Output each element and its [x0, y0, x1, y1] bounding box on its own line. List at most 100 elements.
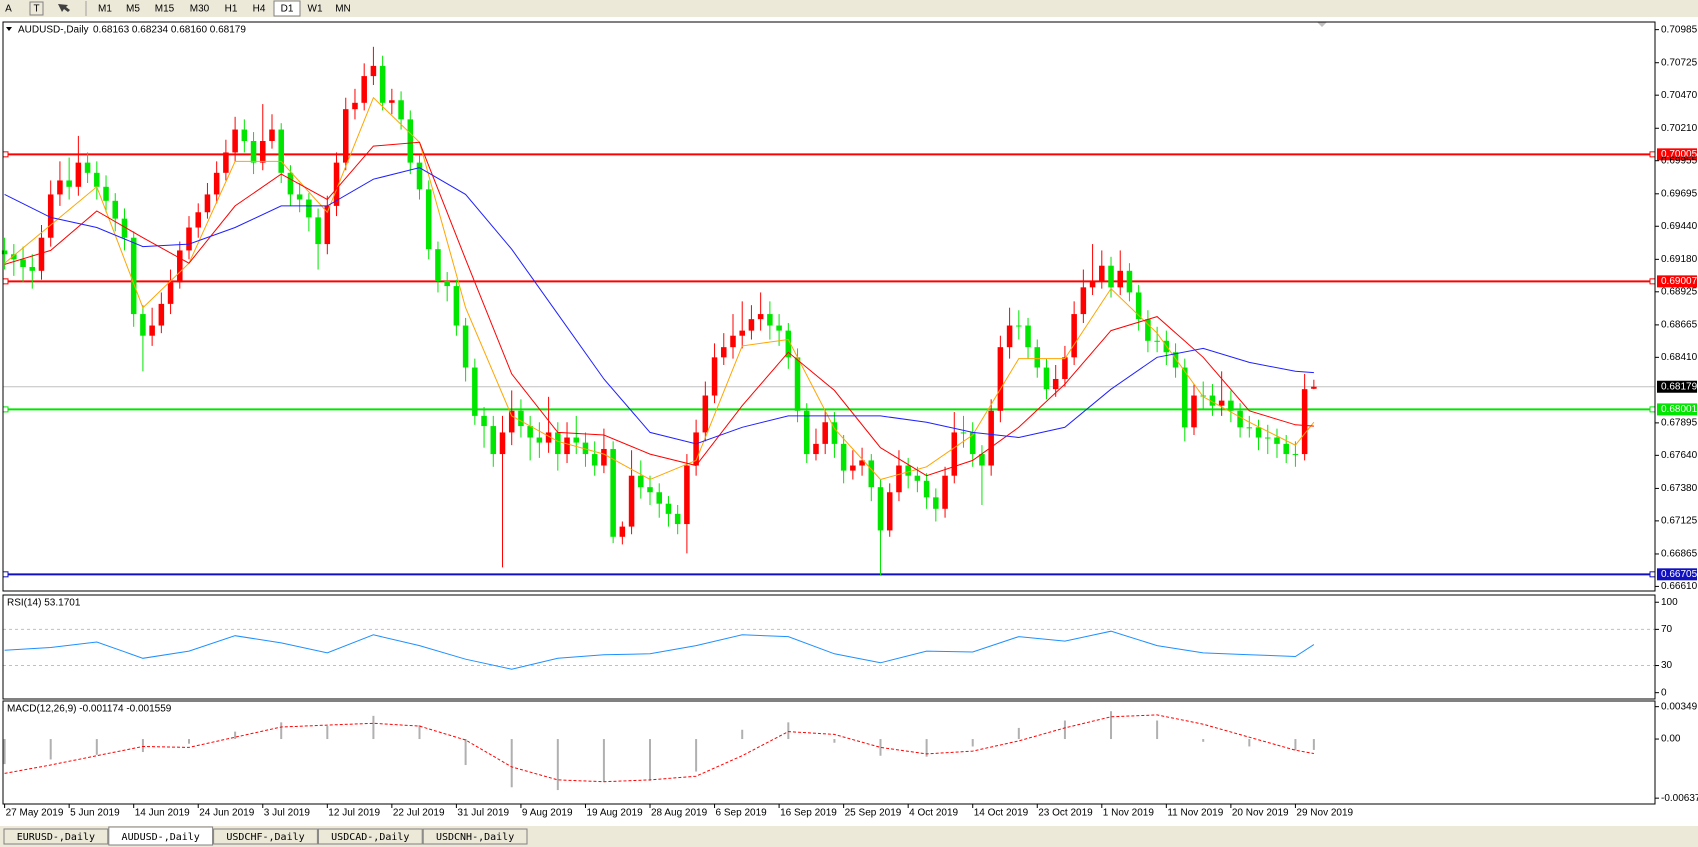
timeframe-button[interactable]: MN: [335, 4, 351, 15]
timeframe-button[interactable]: M15: [155, 4, 175, 15]
timeframe-button[interactable]: W1: [308, 4, 323, 15]
panel-subtitle: 0.68163 0.68234 0.68160 0.68179: [93, 25, 246, 36]
tab-active[interactable]: [108, 826, 214, 846]
candle-body: [121, 218, 128, 238]
y-tick-label: 0.70985: [1661, 24, 1698, 35]
candle-body: [564, 437, 570, 455]
tool-button[interactable]: [29, 1, 44, 16]
tab-label[interactable]: AUDUSD-,Daily: [122, 832, 200, 843]
y-tick-label: 0.67380: [1661, 483, 1698, 494]
y-tick-label: 0.70725: [1661, 57, 1698, 68]
candle-body: [260, 140, 266, 163]
candle-body: [813, 443, 819, 455]
candle-body: [213, 172, 220, 195]
candle-body: [656, 492, 662, 504]
y-tick-label: 0.67640: [1661, 450, 1698, 461]
candle-body: [1237, 410, 1243, 428]
candle-body: [232, 129, 238, 153]
timeframe-button[interactable]: D1: [281, 4, 294, 15]
candle-body: [886, 492, 893, 531]
candle-body: [840, 443, 847, 471]
candle-body: [1126, 270, 1133, 293]
candle-body: [1025, 325, 1031, 348]
candle-body: [933, 497, 939, 509]
tab-label[interactable]: USDCNH-,Daily: [436, 832, 514, 843]
y-tick-label: 0.00: [1661, 734, 1681, 745]
x-tick-label: 16 Sep 2019: [780, 808, 837, 819]
candle-body: [296, 194, 303, 200]
y-tick-label: 0.66865: [1661, 549, 1698, 560]
level-handle: [1649, 278, 1656, 285]
candle-body: [545, 432, 552, 443]
candle-body: [711, 357, 718, 396]
candle-body: [315, 217, 321, 245]
candle-body: [490, 426, 497, 455]
panel-frame: [2, 700, 1656, 805]
tab-label[interactable]: USDCHF-,Daily: [226, 832, 304, 843]
candle-body: [389, 100, 395, 103]
candle-body: [241, 129, 248, 141]
tab[interactable]: [317, 828, 423, 845]
y-tick-label: 0.69695: [1661, 188, 1698, 199]
y-tick-label: 0.69440: [1661, 221, 1698, 232]
cursor-tool[interactable]: [58, 4, 70, 12]
candle-body: [739, 330, 745, 336]
toolbar: [0, 0, 1698, 17]
x-tick-label: 24 Jun 2019: [199, 808, 254, 819]
candle-body: [1182, 367, 1188, 428]
tab-label[interactable]: USDCAD-,Daily: [331, 832, 409, 843]
timeframe-button[interactable]: M5: [126, 4, 140, 15]
tab[interactable]: [422, 828, 528, 845]
timeframe-button[interactable]: M30: [190, 4, 210, 15]
level-price: 0.70005: [1661, 149, 1698, 160]
candle-body: [1264, 437, 1271, 439]
x-tick-label: 3 Jul 2019: [264, 808, 311, 819]
candle-body: [527, 426, 533, 438]
candle-body: [601, 448, 607, 466]
y-tick-label: 0.69180: [1661, 254, 1698, 265]
tab[interactable]: [3, 828, 109, 845]
candle-body: [1089, 280, 1096, 288]
candle-body: [38, 237, 45, 271]
moving-average: [4, 96, 1315, 481]
panel-title: AUDUSD-,Daily: [18, 25, 89, 36]
candle-body: [352, 102, 358, 110]
candle-body: [951, 432, 958, 476]
candle-body: [628, 475, 635, 527]
candle-body: [1228, 400, 1234, 411]
candle-body: [647, 487, 653, 493]
candle-body: [905, 465, 911, 476]
panel-frame: [2, 594, 1656, 700]
candle-body: [66, 180, 72, 187]
candle-body: [969, 432, 976, 455]
x-tick-label: 27 May 2019: [6, 808, 64, 819]
timeframe-button[interactable]: H4: [253, 4, 266, 15]
tab[interactable]: [213, 828, 318, 845]
timeframe-active[interactable]: [273, 0, 301, 17]
candle-body: [1, 250, 8, 255]
y-tick-label: 0.67895: [1661, 418, 1698, 429]
candle-body: [1052, 378, 1059, 390]
panel-title: MACD(12,26,9) -0.001174 -0.001559: [7, 704, 172, 715]
candle-body: [684, 465, 690, 525]
y-tick-label: 0.69955: [1661, 155, 1698, 166]
tab-label[interactable]: EURUSD-,Daily: [17, 832, 95, 843]
candle-body: [425, 189, 432, 250]
candle-body: [573, 437, 580, 443]
timeframe-button[interactable]: M1: [98, 4, 112, 15]
candle-body: [1292, 454, 1299, 456]
candle-body: [29, 266, 36, 271]
candle-body: [591, 454, 598, 466]
bid-price: 0.68179: [1661, 381, 1698, 392]
y-tick-label: 30: [1661, 660, 1673, 671]
candle-body: [398, 100, 404, 120]
x-tick-label: 12 Jul 2019: [328, 808, 380, 819]
x-tick-label: 22 Jul 2019: [393, 808, 445, 819]
candle-body: [1080, 287, 1087, 315]
candle-body: [997, 347, 1004, 411]
level-handle: [1649, 151, 1656, 158]
candle-body: [896, 465, 902, 493]
candle-body: [923, 480, 930, 498]
timeframe-button[interactable]: H1: [225, 4, 238, 15]
